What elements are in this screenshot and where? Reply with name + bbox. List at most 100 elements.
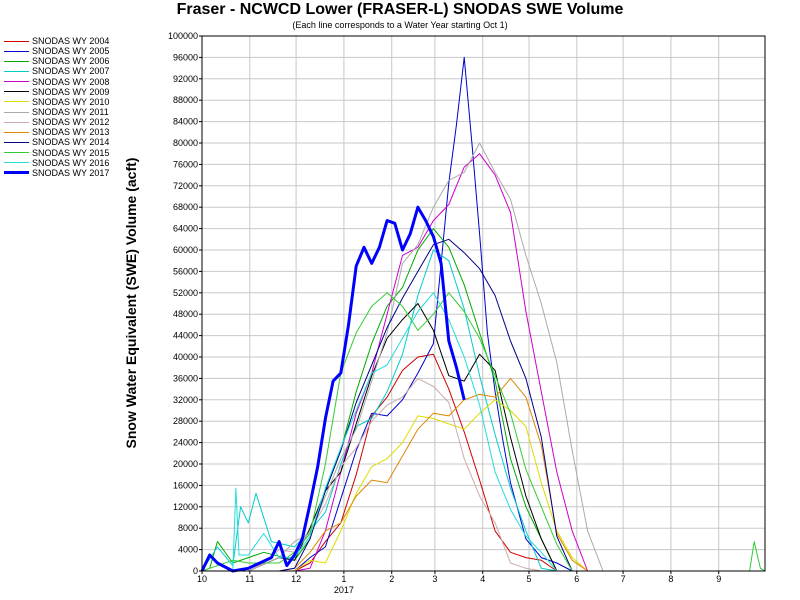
series-line-snodas-wy-2005 [202,56,573,572]
y-tick-label: 12000 [173,502,198,512]
legend-item: SNODAS WY 2014 [4,137,124,147]
legend-item: SNODAS WY 2015 [4,148,124,158]
legend-item: SNODAS WY 2013 [4,127,124,137]
y-tick-label: 24000 [173,438,198,448]
y-tick-label: 60000 [173,245,198,255]
legend-swatch [4,131,29,133]
legend-swatch [4,162,29,164]
series-line-snodas-wy-2015 [201,292,766,572]
x-tick-label: 8 [668,574,673,584]
series-line-snodas-wy-2008 [202,153,589,572]
y-tick-label: 48000 [173,309,198,319]
y-tick-label: 52000 [173,288,198,298]
legend-item: SNODAS WY 2006 [4,56,124,66]
y-tick-label: 20000 [173,459,198,469]
y-tick-label: 100000 [168,31,198,41]
legend-item: SNODAS WY 2012 [4,117,124,127]
legend-swatch [4,111,29,113]
series-line-snodas-wy-2004 [202,353,558,572]
x-tick-label: 2 [389,574,394,584]
legend-swatch [4,91,29,93]
x-tick-label: 12 [291,574,301,584]
legend-label: SNODAS WY 2016 [32,157,110,168]
series-line-snodas-wy-2010 [202,399,588,572]
series-line-snodas-wy-2016 [202,292,573,572]
legend-item: SNODAS WY 2008 [4,77,124,87]
legend-label: SNODAS WY 2004 [32,36,110,47]
x-tick-label: 3 [432,574,437,584]
y-tick-label: 40000 [173,352,198,362]
legend-swatch [4,101,29,103]
legend-item: SNODAS WY 2010 [4,97,124,107]
x-tick-label: 1 [341,574,346,584]
y-tick-label: 4000 [178,545,198,555]
y-axis-label: Snow Water Equivalent (SWE) Volume (acft… [123,157,139,449]
legend-label: SNODAS WY 2010 [32,96,110,107]
series-layer [200,56,766,573]
y-tick-label: 68000 [173,202,198,212]
y-tick-label: 88000 [173,95,198,105]
series-line-snodas-wy-2017 [200,205,466,573]
y-tick-label: 32000 [173,395,198,405]
series-line-snodas-wy-2013 [202,377,588,572]
legend-label: SNODAS WY 2017 [32,167,110,178]
y-tick-label: 80000 [173,138,198,148]
legend-item: SNODAS WY 2017 [4,168,124,178]
chart-title: Fraser - NCWCD Lower (FRASER-L) SNODAS S… [176,1,624,18]
x-tick-label: 9 [716,574,721,584]
y-tick-label: 44000 [173,331,198,341]
legend-swatch [4,60,29,62]
legend-item: SNODAS WY 2009 [4,87,124,97]
legend-label: SNODAS WY 2008 [32,76,110,87]
legend-label: SNODAS WY 2009 [32,86,110,97]
legend-item: SNODAS WY 2005 [4,46,124,56]
y-tick-label: 28000 [173,416,198,426]
legend: SNODAS WY 2004 SNODAS WY 2005 SNODAS WY 20… [4,36,124,178]
legend-label: SNODAS WY 2006 [32,56,110,67]
legend-swatch [4,81,29,83]
legend-swatch [4,152,29,154]
legend-swatch [4,40,29,42]
legend-swatch [4,141,29,143]
y-tick-label: 92000 [173,74,198,84]
legend-label: SNODAS WY 2012 [32,117,110,128]
legend-label: SNODAS WY 2014 [32,137,110,148]
y-tick-label: 16000 [173,480,198,490]
y-tick-label: 84000 [173,117,198,127]
legend-item: SNODAS WY 2016 [4,158,124,168]
x-tick-label: 11 [245,574,254,584]
series-line-snodas-wy-2012 [202,377,542,572]
grid-lines [202,36,765,571]
plot-frame [201,35,766,572]
series-line-snodas-wy-2007 [201,249,557,572]
y-tick-label: 76000 [173,159,198,169]
legend-swatch [4,121,29,123]
legend-swatch [4,70,29,72]
x-tick-label: 7 [621,574,626,584]
legend-label: SNODAS WY 2005 [32,46,110,57]
legend-swatch [4,50,29,52]
legend-label: SNODAS WY 2015 [32,147,110,158]
x-tick-label: 4 [480,574,485,584]
y-tick-label: 8000 [178,523,198,533]
legend-item: SNODAS WY 2007 [4,66,124,76]
y-tick-label: 72000 [173,181,198,191]
legend-item: SNODAS WY 2011 [4,107,124,117]
legend-label: SNODAS WY 2011 [32,107,109,118]
y-tick-label: 0 [193,566,198,576]
legend-label: SNODAS WY 2007 [32,66,110,77]
legend-label: SNODAS WY 2013 [32,127,110,138]
legend-swatch [4,171,29,175]
series-line-snodas-wy-2014 [202,238,573,572]
y-axis: 0 4000 8000 12000 16000 20000 24000 28000 32000 3… [168,31,202,576]
x-tick-label: 10 [197,574,207,584]
y-tick-label: 36000 [173,373,198,383]
y-tick-label: 56000 [173,266,198,276]
legend-item: SNODAS WY 2004 [4,36,124,46]
x-year-label: 2017 [334,585,354,595]
y-tick-label: 96000 [173,52,198,62]
chart-subtitle: (Each line corresponds to a Water Year s… [292,20,508,30]
series-line-snodas-wy-2009 [202,303,573,572]
